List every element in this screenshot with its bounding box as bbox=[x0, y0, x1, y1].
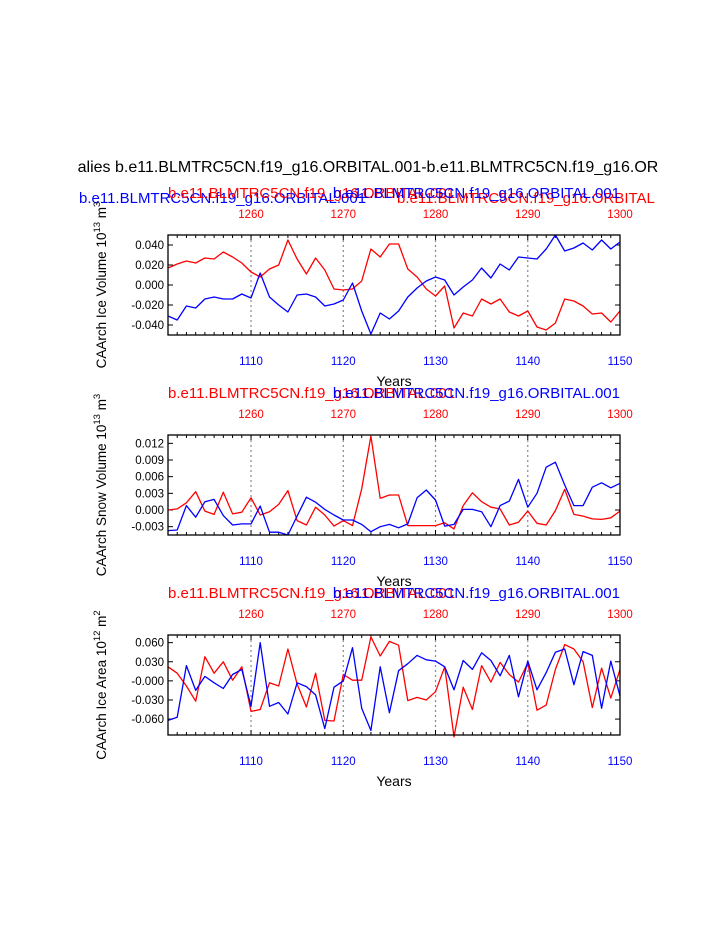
y-tick-label: 0.000 bbox=[135, 280, 164, 292]
x-tick-label-bottom: 1110 bbox=[239, 756, 263, 768]
y-axis-label-ylabel-unit-exp: 3 bbox=[92, 202, 103, 207]
y-axis-label-ylabel-exp: 12 bbox=[92, 631, 103, 642]
y-axis-label: CAArch Ice Area 1012 m2 bbox=[92, 610, 109, 759]
x-tick-label-bottom: 1140 bbox=[515, 356, 540, 368]
x-tick-label-bottom: 1110 bbox=[239, 556, 263, 568]
x-tick-label-bottom: 1140 bbox=[515, 556, 540, 568]
y-tick-label: -0.003 bbox=[131, 522, 164, 534]
y-axis-label-ylabel-exp: 13 bbox=[92, 414, 103, 425]
x-tick-label-top: 1290 bbox=[515, 209, 541, 221]
top-red-caption: b.e11.BLMTRC5CN.f19_g16.ORBITAL bbox=[397, 190, 655, 207]
y-tick-label: 0.012 bbox=[135, 438, 164, 450]
x-tick-label-top: 1280 bbox=[423, 409, 449, 421]
chart-snow-volume: 0.012 0.009 0.006 0.003 0.000 -0.003 1110 1120 1… bbox=[92, 385, 633, 589]
x-tick-label-top: 1300 bbox=[607, 409, 633, 421]
y-axis-label: CAArch Ice Volume 1013 m3 bbox=[92, 202, 109, 369]
plot-frame bbox=[167, 234, 621, 336]
panel-right-title: b.e11.BLMTRC5CN.f19_g16.ORBITAL.001 bbox=[333, 185, 620, 202]
series-line-blue bbox=[167, 234, 621, 335]
y-tick-label: 0.006 bbox=[135, 472, 164, 484]
y-axis-label-ylabel-main: CAArch Ice Volume 10 bbox=[94, 233, 109, 369]
x-tick-label-top: 1270 bbox=[330, 409, 356, 421]
figure-title: alies b.e11.BLMTRC5CN.f19_g16.ORBITAL.00… bbox=[78, 159, 659, 176]
y-tick-label: 0.009 bbox=[135, 455, 164, 467]
y-axis-label-ylabel-unit: m bbox=[94, 399, 109, 414]
x-tick-label-top: 1280 bbox=[423, 609, 449, 621]
y-axis-label-ylabel-unit: m bbox=[94, 616, 109, 631]
x-axis-label: Years bbox=[376, 573, 411, 589]
x-tick-label-bottom: 1130 bbox=[423, 756, 448, 768]
y-tick-label: 0.030 bbox=[135, 657, 164, 669]
x-tick-label-top: 1290 bbox=[515, 409, 541, 421]
panel-right-title: b.e11.BLMTRC5CN.f19_g16.ORBITAL.001 bbox=[333, 585, 620, 602]
x-tick-label-bottom: 1150 bbox=[608, 556, 633, 568]
y-axis-label-ylabel-unit: m bbox=[94, 207, 109, 222]
y-tick-label: 0.040 bbox=[135, 240, 164, 252]
y-tick-label: 0.003 bbox=[135, 488, 164, 500]
y-tick-label: -0.020 bbox=[131, 300, 164, 312]
y-axis-label-ylabel-unit-exp: 2 bbox=[92, 610, 103, 615]
y-tick-label: -0.040 bbox=[131, 320, 164, 332]
y-axis-label-ylabel-unit-exp: 3 bbox=[92, 394, 103, 399]
x-tick-label-bottom: 1120 bbox=[331, 356, 356, 368]
x-tick-label-top: 1290 bbox=[515, 609, 541, 621]
y-tick-label: -0.000 bbox=[131, 676, 164, 688]
y-axis-label-ylabel-main: CAArch Ice Area 10 bbox=[94, 641, 109, 760]
y-axis-label-ylabel-exp: 13 bbox=[92, 222, 103, 233]
x-tick-label-top: 1280 bbox=[423, 209, 449, 221]
series-line-blue bbox=[167, 641, 621, 732]
series-line-red bbox=[167, 239, 621, 331]
series-line-red bbox=[167, 435, 621, 530]
series-line-red bbox=[167, 636, 621, 738]
chart-ice-volume: 0.040 0.020 0.000 -0.020 -0.040 1110 1120 1130 1… bbox=[92, 185, 633, 389]
x-tick-label-top: 1300 bbox=[607, 209, 633, 221]
top-blue-caption: b.e11.BLMTRC5CN.f19_g16.ORBITAL.001 bbox=[79, 190, 366, 207]
x-tick-label-top: 1270 bbox=[330, 609, 356, 621]
x-tick-label-bottom: 1130 bbox=[423, 556, 448, 568]
x-tick-label-top: 1270 bbox=[330, 209, 356, 221]
chart-ice-area: 0.060 0.030 -0.000 -0.030 -0.060 1110 1120 1130… bbox=[92, 585, 633, 789]
series-line-blue bbox=[167, 461, 621, 536]
y-tick-label: -0.060 bbox=[131, 714, 164, 726]
x-tick-label-bottom: 1120 bbox=[331, 556, 356, 568]
y-axis-label: CAArch Snow Volume 1013 m3 bbox=[92, 394, 109, 576]
plot-frame bbox=[167, 634, 621, 736]
y-tick-label: 0.020 bbox=[135, 260, 164, 272]
panel-left-title: b.e11.BLMTRC5CN.f19_g16.ORBITAL.001 bbox=[168, 585, 455, 602]
x-axis-label: Years bbox=[376, 773, 411, 789]
x-tick-label-top: 1300 bbox=[607, 609, 633, 621]
x-tick-label-top: 1260 bbox=[238, 609, 264, 621]
panel-left-title: b.e11.BLMTRC5CN.f19_g16.ORBITAL.001 bbox=[168, 385, 455, 402]
plot-frame bbox=[167, 434, 621, 536]
x-tick-label-bottom: 1140 bbox=[515, 756, 540, 768]
x-tick-label-bottom: 1150 bbox=[608, 756, 633, 768]
x-tick-label-bottom: 1150 bbox=[608, 356, 633, 368]
x-tick-label-top: 1260 bbox=[238, 409, 264, 421]
panel-left-title: b.e11.BLMTRC5CN.f19_g16.ORBITAL.001 bbox=[168, 185, 455, 202]
y-tick-label: 0.060 bbox=[135, 638, 164, 650]
x-tick-label-bottom: 1110 bbox=[239, 356, 263, 368]
x-tick-label-bottom: 1120 bbox=[331, 756, 356, 768]
y-tick-label: -0.030 bbox=[131, 695, 164, 707]
panel-right-title: b.e11.BLMTRC5CN.f19_g16.ORBITAL.001 bbox=[333, 385, 620, 402]
y-tick-label: 0.000 bbox=[135, 505, 164, 517]
x-tick-label-bottom: 1130 bbox=[423, 356, 448, 368]
x-tick-label-top: 1260 bbox=[238, 209, 264, 221]
y-axis-label-ylabel-main: CAArch Snow Volume 10 bbox=[94, 425, 109, 577]
x-axis-label: Years bbox=[376, 373, 411, 389]
